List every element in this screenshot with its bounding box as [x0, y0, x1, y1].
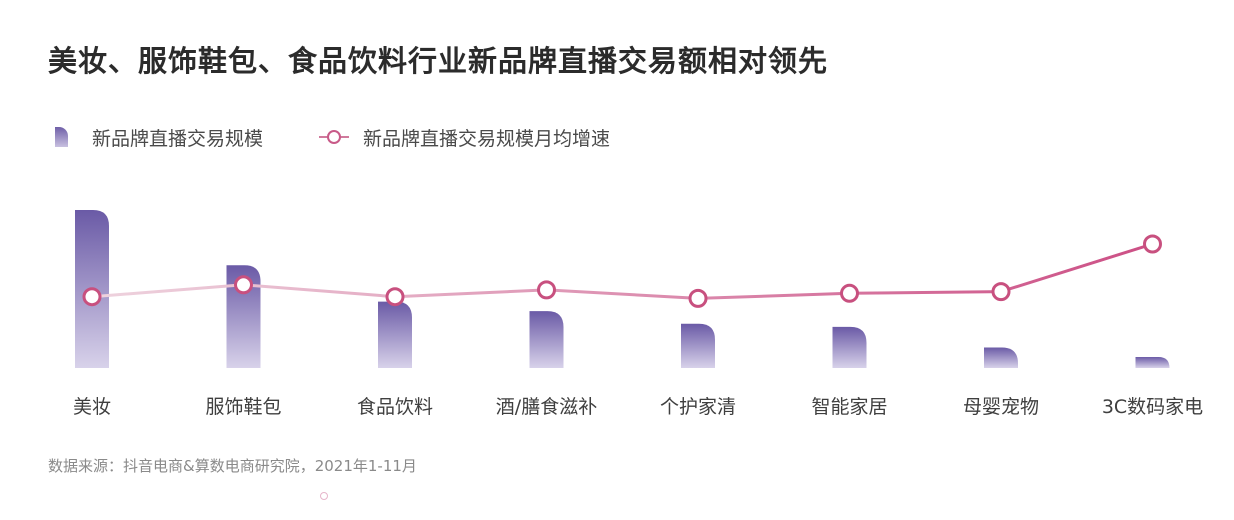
line-point-1: [234, 275, 253, 295]
chart-title: 美妆、服饰鞋包、食品饮料行业新品牌直播交易额相对领先: [48, 44, 829, 78]
decorative-dot: [320, 492, 328, 500]
source-note: 数据来源：抖音电商&算数电商研究院，2021年1-11月: [48, 457, 417, 475]
bar-2: [378, 301, 412, 368]
category-label-4: 个护家清: [660, 396, 736, 418]
category-label-1: 服饰鞋包: [205, 396, 281, 418]
bar-1: [226, 265, 261, 368]
category-label-3: 酒/膳食滋补: [496, 396, 597, 418]
category-label-6: 母婴宠物: [963, 396, 1039, 418]
legend-bar-swatch: [55, 127, 68, 147]
line-point-2: [385, 287, 405, 307]
line-point-7: [1143, 234, 1162, 254]
line-point-6: [991, 282, 1011, 302]
legend-item-line: 新品牌直播交易规模月均增速: [319, 124, 610, 151]
category-label-0: 美妆: [73, 396, 111, 418]
category-label-5: 智能家居: [811, 396, 887, 418]
line-point-0: [82, 287, 102, 307]
bar-5: [832, 326, 867, 368]
legend-line-label: 新品牌直播交易规模月均增速: [363, 127, 611, 150]
category-label-7: 3C数码家电: [1102, 396, 1203, 418]
growth-line: [91, 242, 1153, 300]
line-point-3: [537, 280, 556, 300]
category-label-2: 食品饮料: [357, 396, 433, 418]
legend: 新品牌直播交易规模 新品牌直播交易规模月均增速: [55, 122, 666, 152]
bar-7: [1135, 356, 1170, 368]
legend-bar-label: 新品牌直播交易规模: [92, 127, 264, 150]
bar-6: [984, 347, 1018, 368]
legend-line-swatch: [319, 127, 350, 147]
bar-3: [529, 311, 564, 368]
line-point-5: [840, 283, 859, 303]
line-point-4: [688, 288, 708, 308]
bar-4: [681, 323, 715, 368]
legend-item-bar: 新品牌直播交易规模: [55, 124, 263, 151]
